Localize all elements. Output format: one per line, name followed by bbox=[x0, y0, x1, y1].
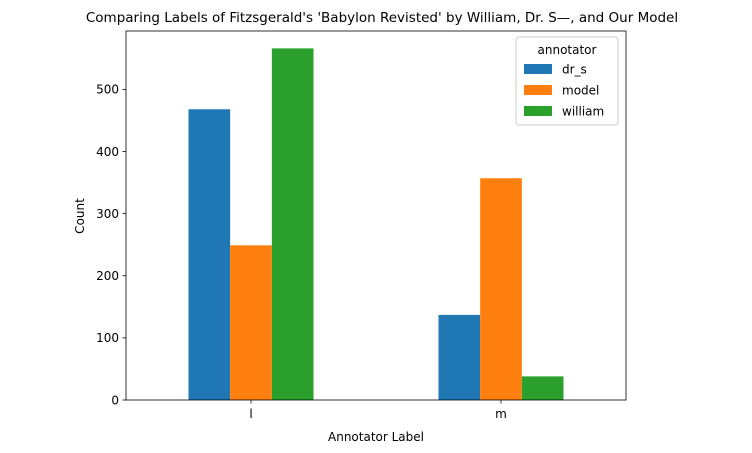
legend-box bbox=[515, 36, 619, 126]
y-axis: 0 100 200 300 400 500 bbox=[96, 83, 126, 407]
x-tick-label: m bbox=[495, 407, 507, 421]
chart-title: Comparing Labels of Fitzsgerald's 'Babyl… bbox=[86, 10, 678, 26]
legend-swatch-dr_s bbox=[524, 64, 552, 74]
x-axis-label: Annotator Label bbox=[328, 430, 424, 444]
bar-dr_s-l bbox=[188, 109, 231, 400]
bar-william-m bbox=[521, 376, 564, 400]
plot-area bbox=[125, 30, 627, 401]
y-tick-label: 100 bbox=[96, 331, 119, 345]
x-tick-label: l bbox=[249, 407, 252, 421]
legend-swatch-model bbox=[524, 85, 552, 95]
plot-frame bbox=[125, 30, 627, 401]
bar-model-m bbox=[480, 178, 522, 400]
legend-label-model: model bbox=[562, 83, 599, 97]
legend-swatch-william bbox=[524, 106, 552, 116]
y-axis-label: Count bbox=[73, 198, 87, 234]
y-tick-label: 400 bbox=[96, 145, 119, 159]
legend-label-dr_s: dr_s bbox=[562, 62, 587, 76]
bar-model-l bbox=[230, 245, 272, 400]
y-tick-label: 500 bbox=[96, 83, 119, 97]
y-tick-label: 300 bbox=[96, 207, 119, 221]
bar-dr_s-m bbox=[438, 314, 481, 400]
legend-title: annotator bbox=[538, 43, 597, 57]
bar-william-l bbox=[271, 48, 314, 400]
legend-label-william: william bbox=[562, 104, 604, 118]
y-tick-label: 0 bbox=[111, 393, 119, 407]
y-tick-label: 200 bbox=[96, 269, 119, 283]
